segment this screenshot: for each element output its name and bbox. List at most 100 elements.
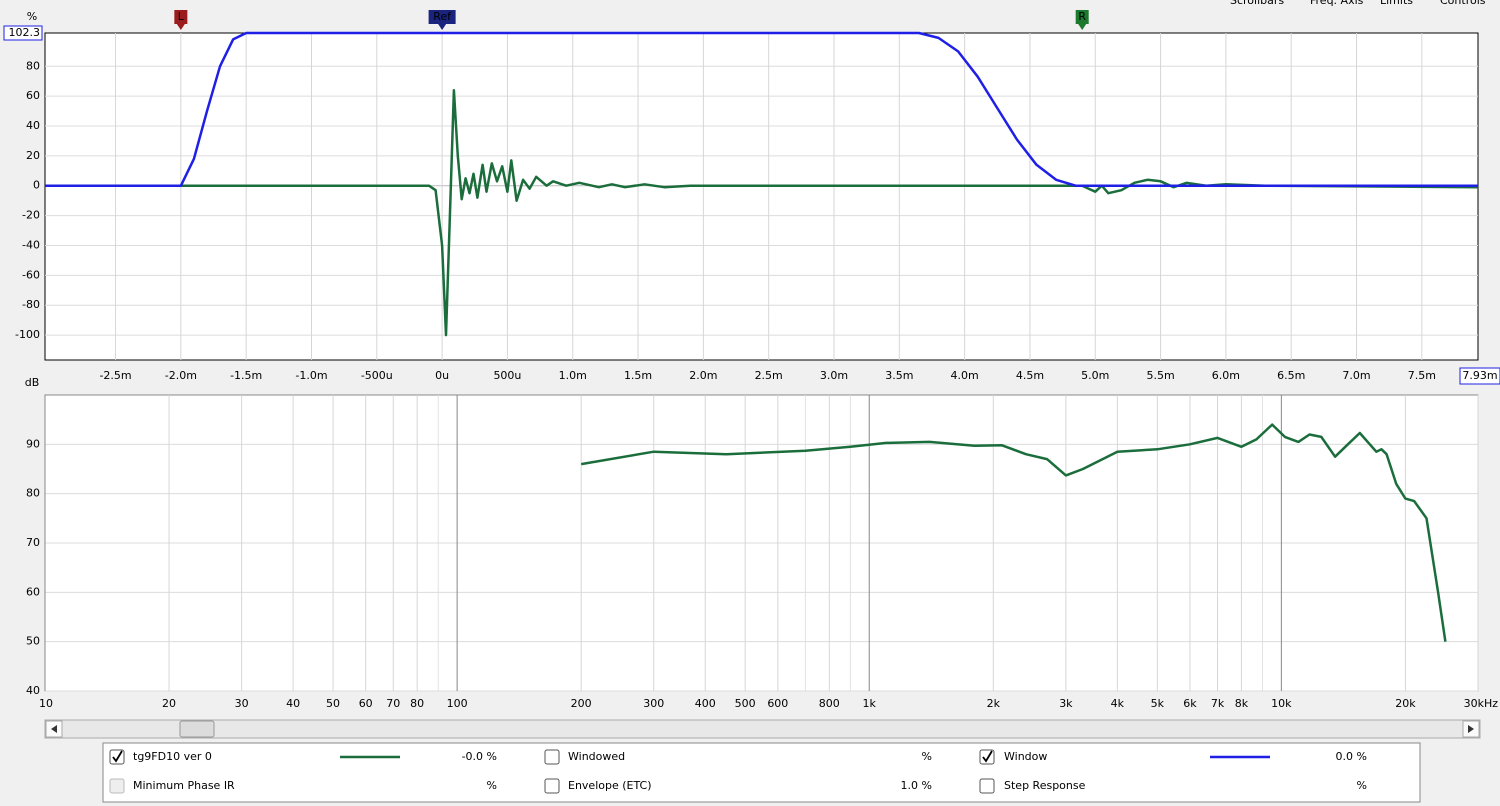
legend-value: % [487, 779, 497, 792]
x-tick-label: 1k [863, 697, 877, 710]
x-tick-label: -2.5m [99, 369, 131, 382]
y-tick-label: 60 [26, 585, 40, 598]
x-tick-label: 6.0m [1212, 369, 1240, 382]
x-tick-label: 6k [1183, 697, 1197, 710]
marker-label: L [178, 10, 185, 23]
x-tick-label: 30kHz [1464, 697, 1499, 710]
x-tick-label: 1.0m [559, 369, 587, 382]
x-tick-label: 3k [1059, 697, 1073, 710]
x-tick-label: 7.93m [1462, 369, 1497, 382]
legend-label[interactable]: Envelope (ETC) [568, 779, 652, 792]
x-tick-label: 50 [326, 697, 340, 710]
arrow-right [1468, 725, 1474, 733]
toolbar-item[interactable]: Scrollbars [1230, 0, 1284, 7]
legend-label[interactable]: Windowed [568, 750, 625, 763]
series-line [45, 31, 1478, 187]
legend-value: % [1357, 779, 1367, 792]
legend-label[interactable]: Step Response [1004, 779, 1086, 792]
y-tick-label: -100 [15, 328, 40, 341]
series-line [580, 423, 1447, 642]
x-tick-label: 3.5m [885, 369, 913, 382]
x-tick-label: 500u [493, 369, 521, 382]
toolbar-item[interactable]: Freq. Axis [1310, 0, 1364, 7]
x-tick-label: 10k [1271, 697, 1292, 710]
x-tick-label: 4k [1111, 697, 1125, 710]
y-tick-label: 20 [26, 149, 40, 162]
checkbox[interactable] [979, 778, 995, 794]
x-tick-label: 7.5m [1408, 369, 1436, 382]
y-tick-label: 0 [33, 179, 40, 192]
marker-flag[interactable] [1075, 10, 1089, 30]
checkbox[interactable] [544, 778, 560, 794]
x-tick-label: 100 [447, 697, 468, 710]
legend-value: -0.0 % [462, 750, 497, 763]
marker-label: Ref [433, 10, 452, 23]
x-tick-label: 200 [571, 697, 592, 710]
x-tick-label: 7.0m [1342, 369, 1370, 382]
x-tick-label: 1.5m [624, 369, 652, 382]
y-tick-label: -40 [22, 238, 40, 251]
y-tick-label: 70 [26, 536, 40, 549]
x-tick-label: 20 [162, 697, 176, 710]
check-mark [112, 750, 123, 763]
y-tick-label: -60 [22, 268, 40, 281]
y-tick-label: 80 [26, 487, 40, 500]
y-axis-label: dB [25, 376, 40, 389]
toolbar-item[interactable]: Controls [1440, 0, 1486, 7]
impulse-plot [44, 32, 1479, 361]
x-tick-label: 80 [410, 697, 424, 710]
x-tick-label: 500 [735, 697, 756, 710]
y-axis-label: % [27, 10, 37, 23]
x-tick-label: 800 [819, 697, 840, 710]
x-tick-label: 5k [1151, 697, 1165, 710]
marker-flag[interactable] [174, 10, 188, 30]
y-limit-box [3, 25, 43, 41]
x-tick-label: 5.5m [1146, 369, 1174, 382]
y-tick-label: 40 [26, 684, 40, 697]
arrow-left [51, 725, 57, 733]
checkbox [109, 778, 125, 794]
x-tick-label: 0u [435, 369, 449, 382]
x-tick-label: 7k [1211, 697, 1225, 710]
x-tick-label: 3.0m [820, 369, 848, 382]
x-tick-label: 20k [1395, 697, 1416, 710]
legend-value: 0.0 % [1336, 750, 1367, 763]
y-tick-label: 50 [26, 635, 40, 648]
y-tick-label: 102.3 [9, 26, 41, 39]
check-mark [982, 750, 993, 763]
checkbox[interactable] [544, 749, 560, 765]
x-tick-label: 4.5m [1016, 369, 1044, 382]
marker-label: R [1078, 10, 1086, 23]
toolbar-item[interactable]: Limits [1380, 0, 1413, 7]
x-tick-label: -2.0m [165, 369, 197, 382]
y-tick-label: 40 [26, 119, 40, 132]
legend-value: 1.0 % [901, 779, 932, 792]
scroll-thumb[interactable] [179, 720, 215, 738]
x-tick-label: 70 [386, 697, 400, 710]
y-tick-label: -20 [22, 209, 40, 222]
series-line [45, 88, 1479, 337]
legend-label: Minimum Phase IR [133, 779, 235, 792]
x-tick-label: 30 [235, 697, 249, 710]
x-tick-label: -500u [361, 369, 393, 382]
y-tick-label: 60 [26, 89, 40, 102]
x-tick-label: 8k [1235, 697, 1249, 710]
legend-panel [102, 742, 1421, 803]
legend-label[interactable]: tg9FD10 ver 0 [133, 750, 212, 763]
y-tick-label: 90 [26, 437, 40, 450]
scrollbar[interactable] [44, 719, 1481, 739]
x-tick-label: 2.0m [689, 369, 717, 382]
x-limit-box [1459, 367, 1500, 385]
x-tick-label: -1.0m [295, 369, 327, 382]
x-tick-label: -1.5m [230, 369, 262, 382]
x-tick-label: 5.0m [1081, 369, 1109, 382]
x-tick-label: 40 [286, 697, 300, 710]
x-tick-label: 4.0m [951, 369, 979, 382]
legend-value: % [922, 750, 932, 763]
marker-flag[interactable] [428, 10, 456, 30]
legend-label[interactable]: Window [1004, 750, 1047, 763]
x-tick-label: 60 [359, 697, 373, 710]
x-tick-label: 2k [987, 697, 1001, 710]
x-tick-label: 10 [39, 697, 53, 710]
